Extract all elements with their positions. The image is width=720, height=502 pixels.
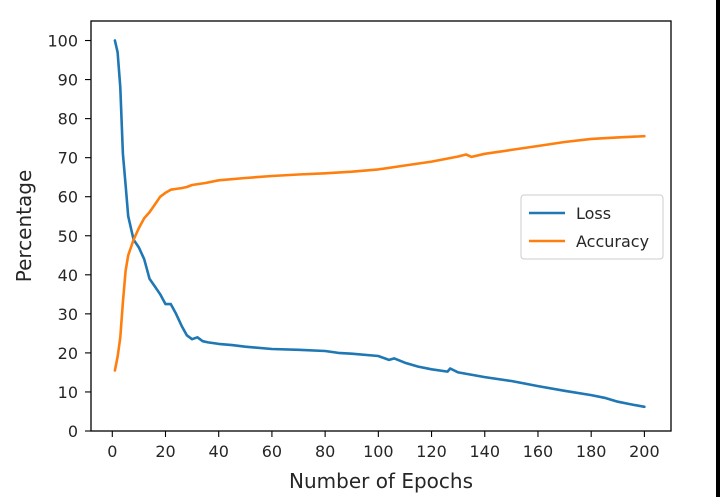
plot-frame	[90, 20, 672, 432]
y-tick-label: 70	[58, 149, 78, 168]
y-tick-label: 60	[58, 188, 78, 207]
y-tick-label: 20	[58, 344, 78, 363]
x-tick-label: 0	[107, 442, 117, 461]
series-line-accuracy	[113, 134, 646, 372]
x-tick-label: 180	[576, 442, 607, 461]
y-tick-label: 40	[58, 266, 78, 285]
y-tick-label: 50	[58, 227, 78, 246]
x-tick-label: 160	[523, 442, 554, 461]
legend: Loss Accuracy	[520, 194, 664, 260]
window-edge	[716, 0, 720, 497]
axes: 0 20 40 60 80 100 120 140 160 180 200 0 10 20 30 40 50 60…	[47, 20, 672, 461]
x-tick-label: 120	[416, 442, 447, 461]
plot-area	[113, 39, 646, 409]
y-tick-label: 30	[58, 305, 78, 324]
x-tick-label: 140	[469, 442, 500, 461]
y-tick-label: 10	[58, 383, 78, 402]
y-tick-label: 100	[47, 32, 78, 51]
x-tick-label: 40	[209, 442, 229, 461]
x-tick-label: 200	[629, 442, 660, 461]
y-tick-label: 0	[68, 422, 78, 441]
y-axis-label: Percentage	[12, 170, 36, 283]
x-axis-label: Number of Epochs	[289, 469, 473, 493]
x-tick-label: 60	[262, 442, 282, 461]
y-tick-label: 80	[58, 110, 78, 129]
x-tick-label: 100	[363, 442, 394, 461]
x-tick-label: 80	[315, 442, 335, 461]
legend-label-loss: Loss	[576, 204, 611, 223]
x-tick-label: 20	[155, 442, 175, 461]
series-line-loss	[113, 39, 646, 409]
legend-label-accuracy: Accuracy	[576, 232, 649, 251]
legend-box	[520, 194, 664, 260]
y-tick-label: 90	[58, 71, 78, 90]
